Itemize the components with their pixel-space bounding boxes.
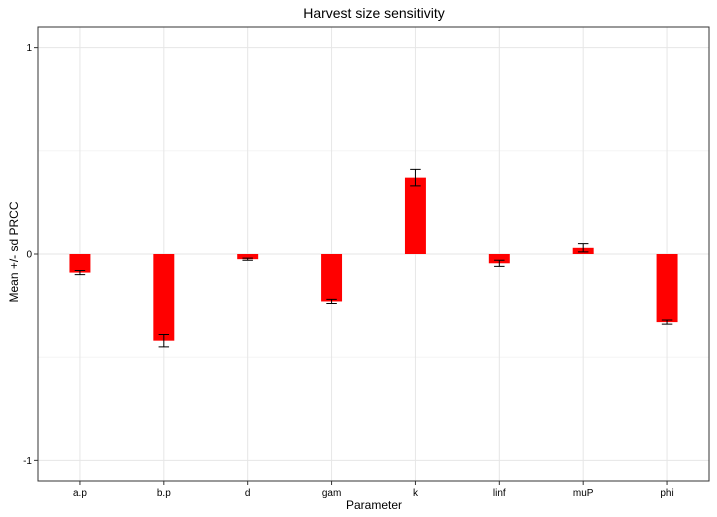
x-tick-label-a.p: a.p bbox=[73, 488, 87, 499]
bar-linf bbox=[488, 254, 510, 264]
y-tick-label: -1 bbox=[23, 456, 32, 467]
x-tick-label-muP: muP bbox=[573, 488, 594, 499]
x-tick-label-phi: phi bbox=[660, 488, 673, 499]
error-bar-muP bbox=[577, 243, 589, 253]
x-tick-label-linf: linf bbox=[493, 488, 506, 499]
x-tick-label-k: k bbox=[413, 488, 419, 499]
error-bar-gam bbox=[326, 298, 337, 305]
error-bar-d bbox=[242, 257, 253, 261]
y-axis-title: Mean +/- sd PRCC bbox=[7, 201, 21, 302]
error-bar-k bbox=[410, 168, 421, 187]
y-tick-label: 0 bbox=[26, 250, 32, 261]
x-tick-label-b.p: b.p bbox=[157, 488, 171, 499]
chart-title: Harvest size sensitivity bbox=[303, 5, 445, 21]
bar-gam bbox=[321, 254, 343, 302]
bar-d bbox=[237, 254, 259, 260]
error-bar-phi bbox=[661, 319, 673, 325]
x-axis-title: Parameter bbox=[346, 498, 402, 512]
x-tick-label-d: d bbox=[245, 488, 251, 499]
error-bar-a.p bbox=[74, 270, 86, 276]
x-tick-label-gam: gam bbox=[322, 488, 341, 499]
y-tick-label: 1 bbox=[26, 43, 32, 54]
plot-panel: -1 0 1 a.p b.p d gam k linf muP phi bbox=[23, 26, 710, 499]
error-bar-linf bbox=[494, 259, 505, 267]
bar-phi bbox=[656, 254, 678, 323]
bar-b.p bbox=[153, 254, 175, 341]
bar-a.p bbox=[69, 254, 91, 273]
error-bar-b.p bbox=[158, 333, 170, 348]
bar-k bbox=[404, 177, 426, 254]
